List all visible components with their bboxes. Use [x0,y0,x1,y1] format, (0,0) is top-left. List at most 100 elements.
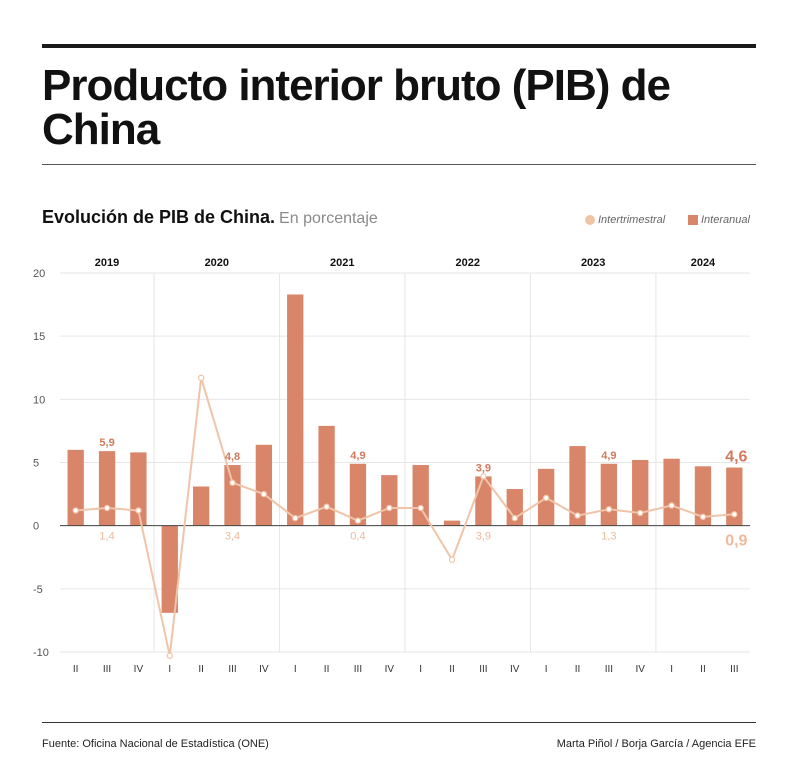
bar-value-label: 3,9 [476,462,491,474]
line-point [668,502,675,509]
line-point [699,513,707,521]
x-tick-label: III [730,664,738,675]
line-point [448,556,456,563]
line-point [323,503,330,510]
bar [192,486,210,526]
x-tick-label: IV [510,664,520,675]
bar-value-label: 4,6 [725,449,747,466]
line-point [229,479,236,486]
legend-item-interanual: Interanual [688,214,750,226]
line-value-label: 1,4 [99,531,114,543]
line-point [72,507,79,514]
footer-divider [42,722,756,723]
bar-value-label: 4,8 [225,451,240,463]
year-label: 2022 [455,257,479,269]
page-title: Producto interior bruto (PIB) de China [42,61,671,154]
line-point [542,494,550,502]
year-label: 2021 [330,257,354,269]
bar [349,463,367,526]
x-tick-label: I [294,664,297,675]
legend-label-intertrimestral: Intertrimestral [598,214,666,226]
bar [663,458,680,526]
bar [130,452,147,526]
x-tick-label: III [228,664,236,675]
x-tick-label: I [545,664,548,675]
bar-value-label: 4,9 [350,450,365,462]
bar [726,467,743,526]
line-value-label: 3,4 [225,531,240,543]
line-point [637,509,644,517]
chart-subtitle-text: Evolución de PIB de China. [42,207,276,227]
legend-item-intertrimestral: Intertrimestral [585,214,665,226]
title-divider [42,164,756,165]
line-value-label: 1,3 [601,531,616,543]
y-tick-label: 20 [33,268,45,280]
line-point [605,506,613,513]
x-tick-label: I [168,664,171,675]
y-tick-label: 10 [33,394,45,406]
line-value-label: 0,4 [350,531,365,543]
x-tick-label: III [479,664,487,675]
x-tick-label: IV [134,664,144,675]
x-tick-label: I [670,664,673,675]
line-point [197,374,205,382]
year-label: 2020 [205,257,229,269]
x-tick-label: II [575,664,581,675]
x-tick-label: II [198,664,204,675]
bar [632,459,649,526]
y-tick-label: 0 [33,521,39,533]
line-point [480,473,487,480]
credit-note: Marta Piñol / Borja García / Agencia EFE [556,738,756,750]
line-point [386,504,393,512]
year-label: 2019 [95,257,119,269]
x-tick-label: IV [259,664,269,675]
year-label: 2024 [691,257,716,269]
line-point [511,514,518,522]
bar [98,451,116,526]
y-tick-label: -5 [33,584,43,596]
top-rule [42,44,756,48]
line-point [574,512,581,519]
bar [600,463,618,526]
line-point [135,507,142,514]
gdp-chart: 20 15 10 5 0 -5 -10 2019 2020 2021 2022 2023 2024 5,9… [33,257,750,675]
source-note: Fuente: Oficina Nacional de Estadística … [42,738,269,750]
line-point [103,504,111,512]
x-tick-label: II [700,664,706,675]
x-tick-label: IV [636,664,646,675]
bar [255,444,273,526]
y-tick-label: 15 [33,331,45,343]
x-tick-label: II [324,664,330,675]
line-series [75,377,735,657]
line-value-label: 0,9 [725,533,747,550]
legend-dot-icon [585,215,595,225]
x-tick-label: II [449,664,455,675]
bar [569,446,586,526]
bar [412,465,429,526]
x-tick-label: I [419,664,422,675]
bar [318,425,335,526]
bar-value-label: 5,9 [99,437,114,449]
bar [287,294,304,526]
line-point [731,511,738,518]
bar-value-label: 4,9 [601,450,616,462]
y-tick-label: 5 [33,458,39,470]
x-tick-label: III [103,664,111,675]
line-point [166,652,173,659]
bar [67,449,84,526]
bar [161,525,178,613]
chart-subtitle-unit: En porcentaje [279,210,378,227]
bar [381,475,398,526]
line-point [260,490,268,498]
x-tick-label: II [73,664,79,675]
legend-label-interanual: Interanual [701,214,750,226]
year-label: 2023 [581,257,605,269]
bar [694,466,712,526]
line-point [292,514,299,522]
line-value-label: 3,9 [476,531,491,543]
x-tick-label: III [605,664,613,675]
line-point [354,517,362,524]
legend-square-icon [688,215,698,225]
x-tick-label: IV [385,664,395,675]
y-tick-label: -10 [33,647,49,659]
